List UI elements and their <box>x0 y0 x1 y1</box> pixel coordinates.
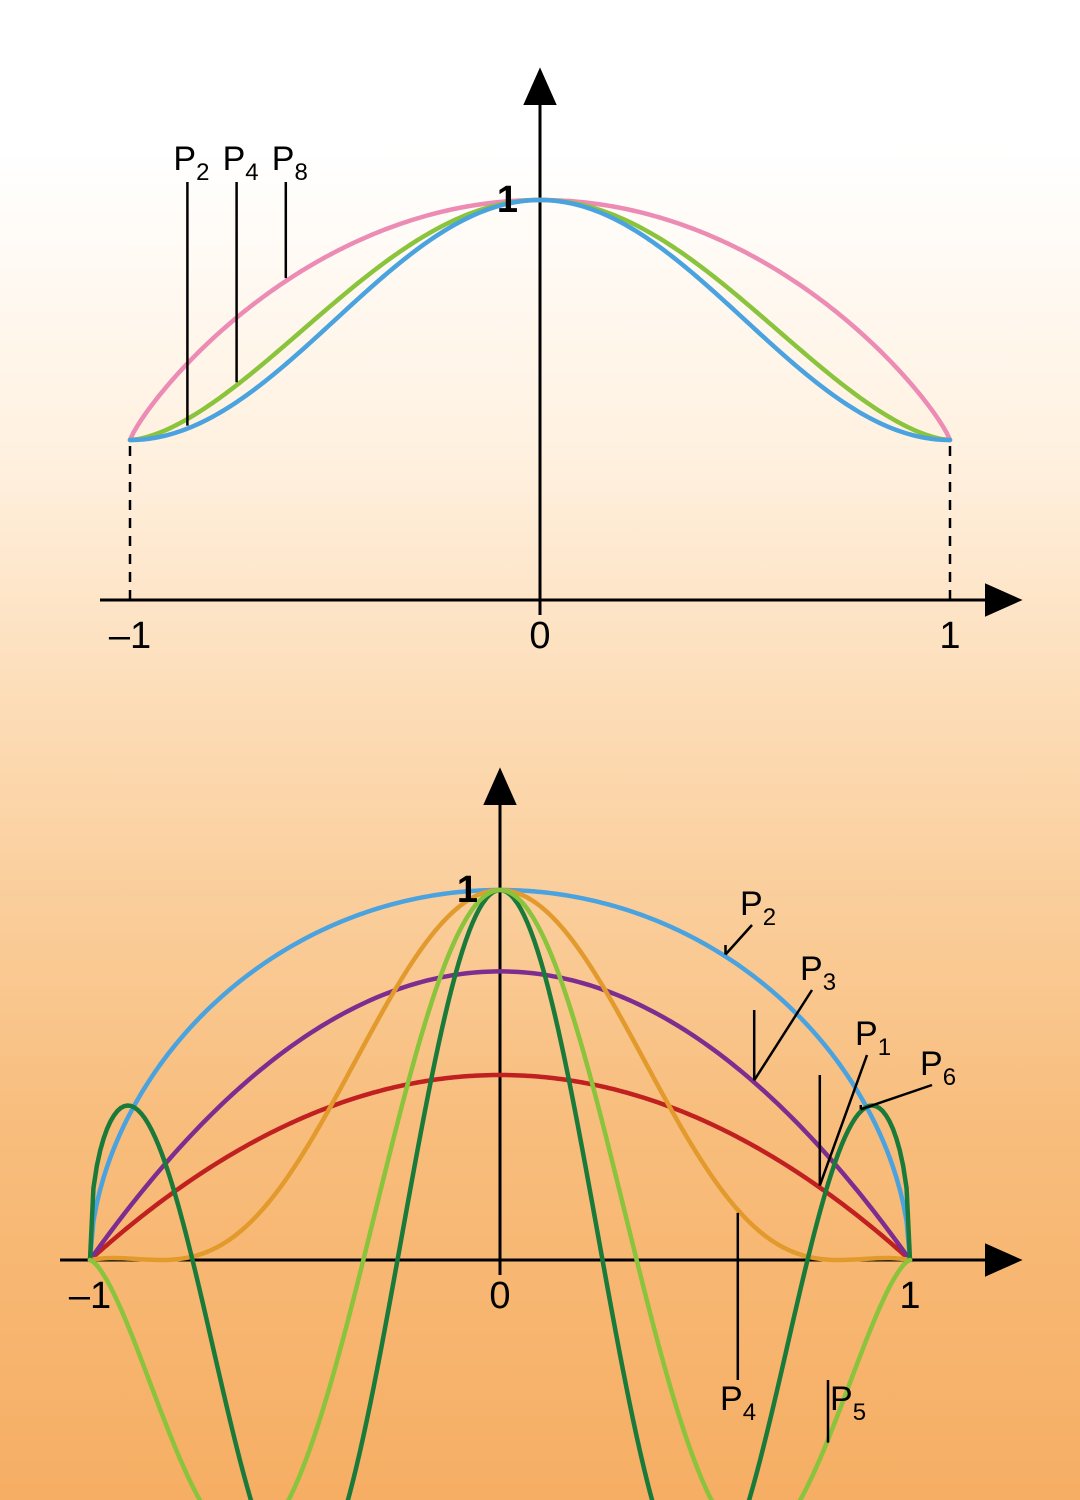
label-P6-bottom: P6 <box>920 1045 956 1091</box>
x-tick-label: 1 <box>939 615 960 657</box>
label-P2-bottom: P2 <box>740 885 776 931</box>
callout-line <box>820 1055 867 1186</box>
label-P3-bottom: P3 <box>800 950 836 996</box>
label-P8: P8 <box>272 140 308 186</box>
label-P4: P4 <box>223 140 259 186</box>
x-tick-label: –1 <box>69 1275 111 1317</box>
label-P1-bottom: P1 <box>855 1015 891 1061</box>
figure: –1011P2P4P8–1011P2P3P1P6P4P5 <box>0 0 1080 1500</box>
label-P4-bottom: P4 <box>720 1380 756 1426</box>
x-tick-label: 1 <box>899 1275 920 1317</box>
x-tick-label: –1 <box>109 615 151 657</box>
y-tick-label: 1 <box>457 869 478 911</box>
x-tick-label: 0 <box>489 1275 510 1317</box>
x-tick-label: 0 <box>529 615 550 657</box>
label-P2: P2 <box>173 140 209 186</box>
y-tick-label: 1 <box>497 179 518 221</box>
callout-line <box>726 925 753 955</box>
callout-line <box>861 1085 932 1109</box>
